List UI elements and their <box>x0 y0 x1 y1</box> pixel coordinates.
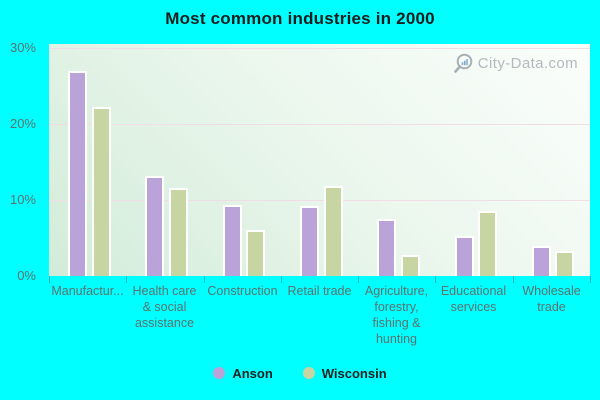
gridline-10 <box>49 200 590 201</box>
gridline-30 <box>49 48 590 49</box>
x-axis-label-manufactur: Manufactur... <box>45 283 130 299</box>
x-axis-label-health-care-social-assistance: Health care & social assistance <box>122 283 207 331</box>
bar-wisconsin-retail-trade <box>324 186 343 276</box>
y-axis-label-10: 10% <box>9 192 36 207</box>
x-axis-label-line: Educational <box>440 284 507 298</box>
legend-item-anson: Anson <box>213 365 273 381</box>
anson-marker-icon <box>213 367 226 379</box>
bar-wisconsin-wholesale-trade <box>555 251 574 276</box>
bar-wisconsin-agriculture-forestry-fishing-hunting <box>401 255 420 276</box>
x-axis-tick <box>590 276 591 283</box>
bar-anson-health-care-social-assistance <box>145 176 164 276</box>
bar-anson-manufactur <box>68 71 87 276</box>
x-axis-label-educational-services: Educational services <box>431 283 516 315</box>
x-axis-tick <box>126 276 127 283</box>
bar-wisconsin-manufactur <box>92 107 111 276</box>
legend-label-wisconsin: Wisconsin <box>321 365 387 381</box>
bar-wisconsin-educational-services <box>478 211 497 276</box>
bar-anson-educational-services <box>455 236 474 276</box>
bar-anson-agriculture-forestry-fishing-hunting <box>377 219 396 276</box>
x-axis-label-retail-trade: Retail trade <box>277 283 362 299</box>
x-axis-label-line: assistance <box>134 316 195 330</box>
x-axis-label-construction: Construction <box>200 283 285 299</box>
x-axis-tick <box>281 276 282 283</box>
x-axis-label-wholesale-trade: Wholesale trade <box>509 283 594 315</box>
x-axis-label-line: forestry, <box>374 300 419 314</box>
bar-wisconsin-health-care-social-assistance <box>169 188 188 276</box>
x-axis-tick <box>358 276 359 283</box>
watermark-text: City-Data.com <box>477 55 578 72</box>
wisconsin-marker-icon <box>302 367 315 379</box>
y-axis-label-30: 30% <box>9 40 36 55</box>
watermark: City-Data.com <box>451 52 578 75</box>
x-axis-tick <box>513 276 514 283</box>
x-axis-label-agriculture-forestry-fishing-hunting: Agriculture, forestry, fishing & hunting <box>354 283 439 347</box>
x-axis-label-line: Retail trade <box>287 284 352 298</box>
x-axis-label-line: trade <box>537 300 566 314</box>
legend-item-wisconsin: Wisconsin <box>302 365 387 381</box>
x-axis-label-line: Wholesale <box>522 284 581 298</box>
x-axis-label-line: Health care <box>132 284 197 298</box>
x-axis-label-line: Agriculture, <box>364 284 429 298</box>
x-axis-label-line: fishing & <box>372 316 421 330</box>
x-axis-label-line: & social <box>142 300 187 314</box>
y-axis-label-0: 0% <box>17 268 36 283</box>
plot-area: City-Data.com <box>49 44 590 276</box>
gridline-20 <box>49 124 590 125</box>
x-axis-label-line: services <box>450 300 497 314</box>
bar-anson-wholesale-trade <box>532 246 551 276</box>
x-axis-tick <box>204 276 205 283</box>
legend-label-anson: Anson <box>232 365 273 381</box>
magnifier-bar-chart-icon <box>453 53 473 73</box>
y-axis-label-20: 20% <box>9 116 36 131</box>
x-axis-tick <box>435 276 436 283</box>
legend: Anson Wisconsin <box>0 364 600 382</box>
x-axis-label-line: hunting <box>375 332 417 346</box>
bar-anson-retail-trade <box>300 206 319 276</box>
chart-title: Most common industries in 2000 <box>165 9 435 28</box>
bar-anson-construction <box>223 205 242 276</box>
x-axis-label-line: Manufactur... <box>51 284 124 298</box>
x-axis-tick <box>49 276 50 283</box>
bar-wisconsin-construction <box>246 230 265 276</box>
x-axis-label-line: Construction <box>207 284 278 298</box>
